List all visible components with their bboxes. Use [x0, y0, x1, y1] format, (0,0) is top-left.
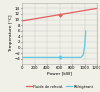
Line: Réfrigérant: Réfrigérant — [22, 31, 86, 57]
Réfrigérant — [78, 57, 79, 58]
Legend: Fluide de refroid., Réfrigérant: Fluide de refroid., Réfrigérant — [26, 85, 93, 89]
Réfrigérant — [83, 54, 84, 55]
Réfrigérant — [21, 57, 23, 58]
Réfrigérant — [85, 30, 86, 31]
Y-axis label: Temperature [°C]: Temperature [°C] — [9, 15, 13, 52]
Réfrigérant — [84, 47, 85, 48]
X-axis label: Power [kW]: Power [kW] — [47, 72, 72, 76]
Réfrigérant — [81, 57, 82, 58]
